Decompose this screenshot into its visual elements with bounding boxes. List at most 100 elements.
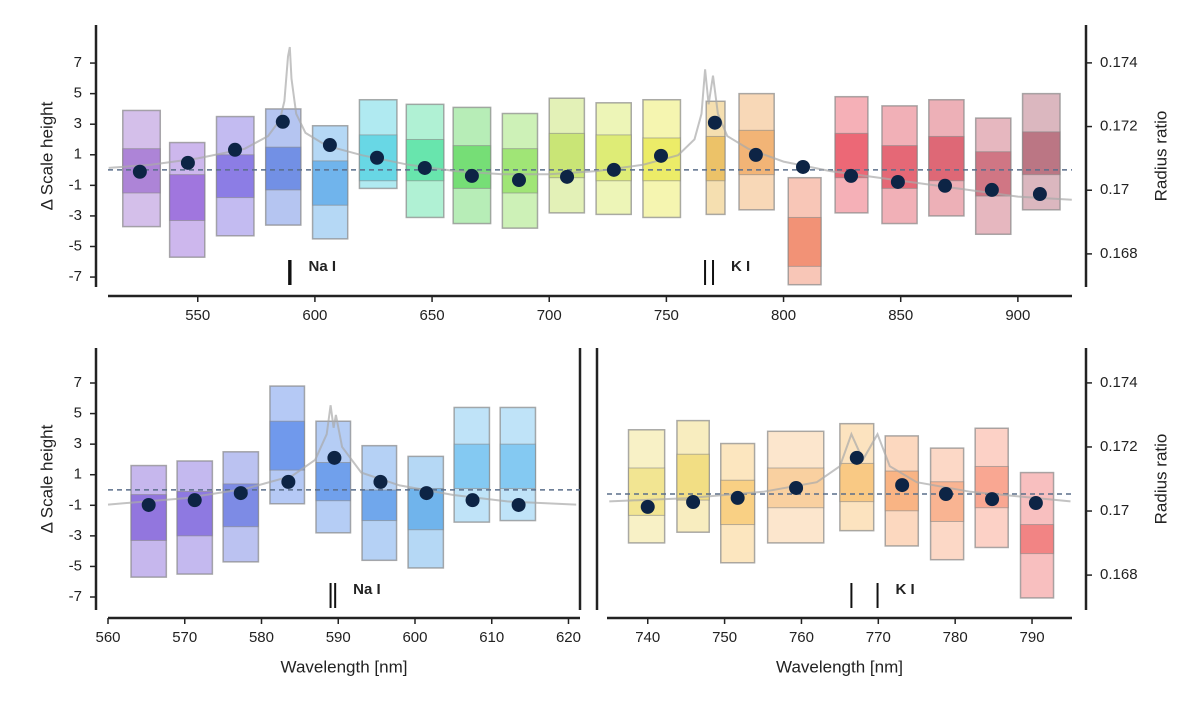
model-line (107, 405, 577, 506)
inner-box (315, 461, 352, 502)
y-tick-label: 7 (74, 54, 82, 71)
y2-axis-label: Radius ratio (1151, 111, 1170, 202)
inner-box (169, 174, 206, 222)
y-tick-label: 7 (74, 374, 82, 391)
data-point (707, 115, 722, 130)
x-axis-label: Wavelength [nm] (281, 657, 408, 676)
y-tick-label: 5 (74, 405, 82, 422)
atomic-label: K I (896, 581, 915, 598)
data-point (640, 499, 655, 514)
y2-tick-label: 0.17 (1100, 181, 1129, 198)
x-tick-label: 600 (302, 307, 327, 324)
x-tick-label: 740 (635, 629, 660, 646)
data-point (1028, 496, 1043, 511)
y-tick-label: 1 (74, 466, 82, 483)
y-tick-label: -7 (69, 268, 82, 285)
y2-tick-label: 0.174 (1100, 54, 1138, 71)
y2-tick-label: 0.17 (1100, 502, 1129, 519)
data-point (322, 138, 337, 153)
data-point (686, 495, 701, 510)
data-point (370, 150, 385, 165)
y-tick-label: -1 (69, 176, 82, 193)
data-point (1032, 187, 1047, 202)
data-point (730, 490, 745, 505)
data-point (132, 164, 147, 179)
atomic-label: K I (731, 258, 750, 275)
data-point (795, 159, 810, 174)
y-tick-label: -7 (69, 588, 82, 605)
y2-tick-label: 0.172 (1100, 118, 1138, 135)
y-tick-label: 1 (74, 146, 82, 163)
data-point (748, 147, 763, 162)
model-line (609, 431, 1071, 503)
x-tick-label: 650 (420, 307, 445, 324)
x-tick-label: 580 (249, 629, 274, 646)
y-tick-label: -1 (69, 496, 82, 513)
inner-box (453, 443, 490, 489)
y-tick-label: -3 (69, 207, 82, 224)
y2-tick-label: 0.172 (1100, 438, 1138, 455)
y-axis-label: Δ Scale height (37, 101, 56, 210)
data-point (281, 474, 296, 489)
data-point (141, 497, 156, 512)
x-tick-label: 600 (402, 629, 427, 646)
y-tick-label: 3 (74, 435, 82, 452)
data-point (937, 178, 952, 193)
x-tick-label: 620 (556, 629, 581, 646)
data-point (464, 168, 479, 183)
data-point (373, 474, 388, 489)
data-point (511, 497, 526, 512)
atomic-label: Na I (353, 581, 381, 598)
data-point (275, 114, 290, 129)
inner-box (787, 216, 822, 267)
inner-box (1022, 131, 1061, 176)
x-tick-label: 590 (326, 629, 351, 646)
y-axis-label: Δ Scale height (37, 424, 56, 533)
inner-box (265, 146, 302, 191)
x-tick-label: 760 (789, 629, 814, 646)
data-point (419, 486, 434, 501)
inner-box (676, 453, 710, 501)
data-point (606, 162, 621, 177)
inner-box (312, 160, 349, 206)
y-tick-label: -3 (69, 527, 82, 544)
data-point (985, 492, 1000, 507)
y2-axis-label: Radius ratio (1151, 434, 1170, 525)
inner-box (215, 154, 255, 199)
y2-tick-label: 0.174 (1100, 374, 1138, 391)
y-tick-label: -5 (69, 557, 82, 574)
y-tick-label: -5 (69, 237, 82, 254)
y-tick-label: 3 (74, 115, 82, 132)
data-point (849, 450, 864, 465)
data-point (417, 160, 432, 175)
x-tick-label: 850 (888, 307, 913, 324)
inner-box (269, 420, 305, 471)
atomic-label: Na I (309, 258, 337, 275)
x-tick-label: 550 (185, 307, 210, 324)
x-tick-label: 560 (95, 629, 120, 646)
inner-box (499, 443, 536, 489)
data-point (465, 493, 480, 508)
x-tick-label: 790 (1020, 629, 1045, 646)
inner-box (361, 489, 398, 522)
x-tick-label: 780 (943, 629, 968, 646)
x-tick-label: 900 (1005, 307, 1030, 324)
x-tick-label: 750 (712, 629, 737, 646)
data-point (512, 173, 527, 188)
y2-tick-label: 0.168 (1100, 245, 1138, 262)
inner-box (928, 135, 965, 182)
data-point (844, 168, 859, 183)
data-point (327, 450, 342, 465)
y2-tick-label: 0.168 (1100, 566, 1138, 583)
x-tick-label: 800 (771, 307, 796, 324)
data-point (890, 174, 905, 189)
x-tick-label: 750 (654, 307, 679, 324)
x-tick-label: 570 (172, 629, 197, 646)
data-point (984, 182, 999, 197)
data-point (560, 169, 575, 184)
inner-box (839, 462, 875, 503)
data-point (789, 480, 804, 495)
y-tick-label: 5 (74, 85, 82, 102)
data-point (180, 155, 195, 170)
